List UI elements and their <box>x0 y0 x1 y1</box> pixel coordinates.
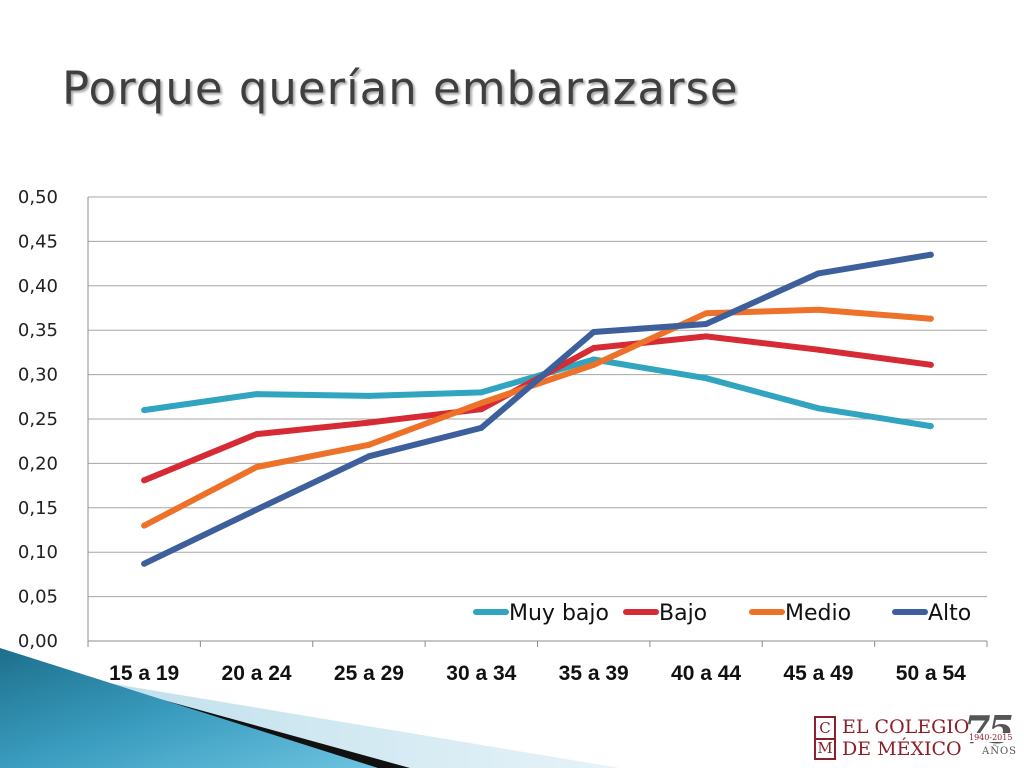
data-point <box>590 344 597 351</box>
data-point <box>253 431 260 438</box>
data-point <box>365 419 372 426</box>
x-tick-label: 45 a 49 <box>783 662 853 685</box>
data-point <box>815 270 822 277</box>
legend-label: Medio <box>785 601 851 626</box>
data-point <box>815 346 822 353</box>
y-tick-label: 0,15 <box>18 498 58 519</box>
data-point <box>141 477 148 484</box>
logo-name-line2: DE MÉXICO <box>842 738 962 760</box>
data-point <box>478 424 485 431</box>
data-point <box>253 463 260 470</box>
series-line-alto <box>141 251 934 567</box>
legend-label: Muy bajo <box>509 601 609 626</box>
logo-years: 1940-2015 <box>968 733 1014 742</box>
logo-monogram: C M <box>814 716 836 760</box>
y-tick-label: 0,25 <box>18 409 58 430</box>
data-point <box>478 406 485 413</box>
data-point <box>927 315 934 322</box>
y-tick-label: 0,50 <box>18 187 58 208</box>
data-point <box>478 400 485 407</box>
y-tick-label: 0,45 <box>18 231 58 252</box>
data-point <box>253 391 260 398</box>
legend-label: Bajo <box>659 601 707 626</box>
x-tick-label: 25 a 29 <box>334 662 404 685</box>
y-tick-label: 0,10 <box>18 542 58 563</box>
data-point <box>365 441 372 448</box>
data-point <box>253 506 260 513</box>
x-tick-label: 35 a 39 <box>559 662 629 685</box>
corner-decoration <box>0 648 620 768</box>
x-tick-label: 30 a 34 <box>446 662 516 685</box>
data-point <box>815 405 822 412</box>
data-point <box>478 389 485 396</box>
logo-anos: AÑOS <box>982 746 1018 757</box>
data-point <box>815 306 822 313</box>
y-tick-label: 0,00 <box>18 631 58 652</box>
series-line-medio <box>141 306 934 529</box>
y-tick-label: 0,20 <box>18 453 58 474</box>
series-line-muy-bajo <box>141 356 934 430</box>
data-point <box>590 361 597 368</box>
data-point <box>365 453 372 460</box>
deco-teal-band <box>0 648 378 768</box>
data-point <box>927 361 934 368</box>
legend: Muy bajo Bajo Medio Alto <box>473 601 971 626</box>
x-tick-label: 15 a 19 <box>109 662 179 685</box>
logo-anniversary-number: 75 <box>964 707 1014 752</box>
slide-title: Porque querían embarazarse <box>62 62 739 115</box>
data-point <box>141 522 148 529</box>
legend-label: Alto <box>928 601 971 626</box>
y-tick-label: 0,05 <box>18 587 58 608</box>
logo-monogram-bottom: M <box>817 739 833 757</box>
y-tick-label: 0,40 <box>18 276 58 297</box>
logo-monogram-top: C <box>819 719 831 737</box>
data-point <box>141 560 148 567</box>
colegio-logo: C M EL COLEGIO DE MÉXICO 75 1940-2015 AÑ… <box>814 710 1018 762</box>
data-point <box>927 251 934 258</box>
y-tick-label: 0,30 <box>18 365 58 386</box>
data-point <box>590 328 597 335</box>
data-point <box>365 392 372 399</box>
data-point <box>703 375 710 382</box>
y-tick-label: 0,35 <box>18 320 58 341</box>
data-point <box>703 310 710 317</box>
x-tick-label: 20 a 24 <box>222 662 292 685</box>
data-point <box>141 407 148 414</box>
data-point <box>703 320 710 327</box>
x-tick-label: 50 a 54 <box>896 662 966 685</box>
x-tick-label: 40 a 44 <box>671 662 741 685</box>
logo-name-line1: EL COLEGIO <box>842 716 970 738</box>
data-point <box>927 423 934 430</box>
data-point <box>703 333 710 340</box>
